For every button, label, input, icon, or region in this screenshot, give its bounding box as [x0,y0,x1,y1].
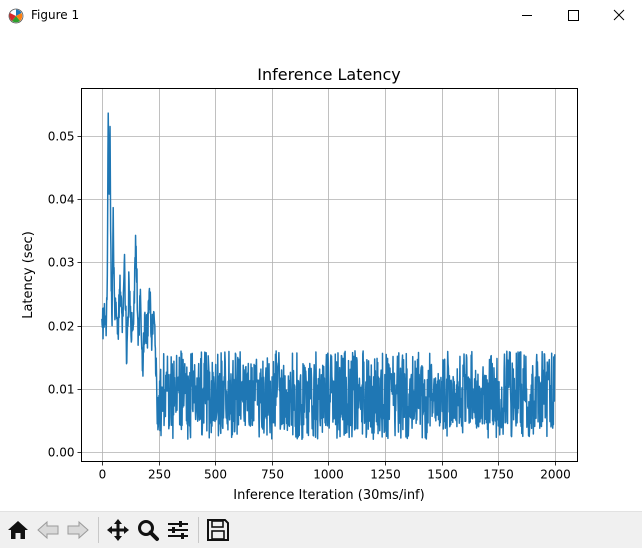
sliders-icon [168,521,188,539]
axes-frame [81,88,578,462]
floppy-disk-icon [207,519,229,541]
minimize-button[interactable] [504,0,550,31]
y-tick-label: 0.04 [48,193,75,207]
y-axis-label: Latency (sec) [21,231,36,319]
window-title: Figure 1 [31,8,80,22]
maximize-button[interactable] [550,0,596,31]
home-button[interactable] [4,516,32,544]
x-tick-label: 1750 [483,468,514,482]
toolbar-separator [98,517,99,543]
x-tick-label: 750 [261,468,284,482]
x-tick-label: 1250 [370,468,401,482]
move-icon [107,519,129,541]
x-tick-label: 500 [204,468,227,482]
close-button[interactable] [596,0,642,31]
series-line [101,112,556,441]
zoom-button[interactable] [134,516,162,544]
figure-canvas[interactable]: Inference Latency 0 250 500 750 1000 1250 1500… [0,31,642,511]
matplotlib-icon [8,8,24,24]
x-tick-label: 1000 [313,468,344,482]
x-tick-label: 250 [148,468,171,482]
y-tick-label: 0.01 [48,383,75,397]
toolbar-separator [198,517,199,543]
x-tick-label: 0 [99,468,107,482]
y-tick-label: 0.02 [48,320,75,334]
forward-button[interactable] [64,516,92,544]
x-axis-label: Inference Iteration (30ms/inf) [233,488,424,503]
home-icon [8,521,28,539]
right-arrow-icon [67,520,89,540]
magnifier-icon [138,520,159,541]
y-tick-label: 0.00 [48,446,75,460]
title-bar: Figure 1 [0,0,642,31]
maximize-icon [568,10,579,21]
y-tick-label: 0.05 [48,130,75,144]
navigation-toolbar [0,511,642,548]
close-icon [613,9,625,21]
chart-title: Inference Latency [257,65,401,84]
series-line-group [101,112,556,441]
x-axis: 0 250 500 750 1000 1250 1500 1750 2000 [99,461,571,482]
x-tick-label: 2000 [540,468,571,482]
save-button[interactable] [204,516,232,544]
configure-subplots-button[interactable] [164,516,192,544]
back-button[interactable] [34,516,62,544]
y-axis: 0.00 0.01 0.02 0.03 0.04 0.05 [48,130,82,460]
x-tick-label: 1500 [427,468,458,482]
minimize-icon [522,15,532,16]
left-arrow-icon [37,520,59,540]
chart: Inference Latency 0 250 500 750 1000 1250 1500… [21,65,578,503]
pan-button[interactable] [104,516,132,544]
y-tick-label: 0.03 [48,256,75,270]
